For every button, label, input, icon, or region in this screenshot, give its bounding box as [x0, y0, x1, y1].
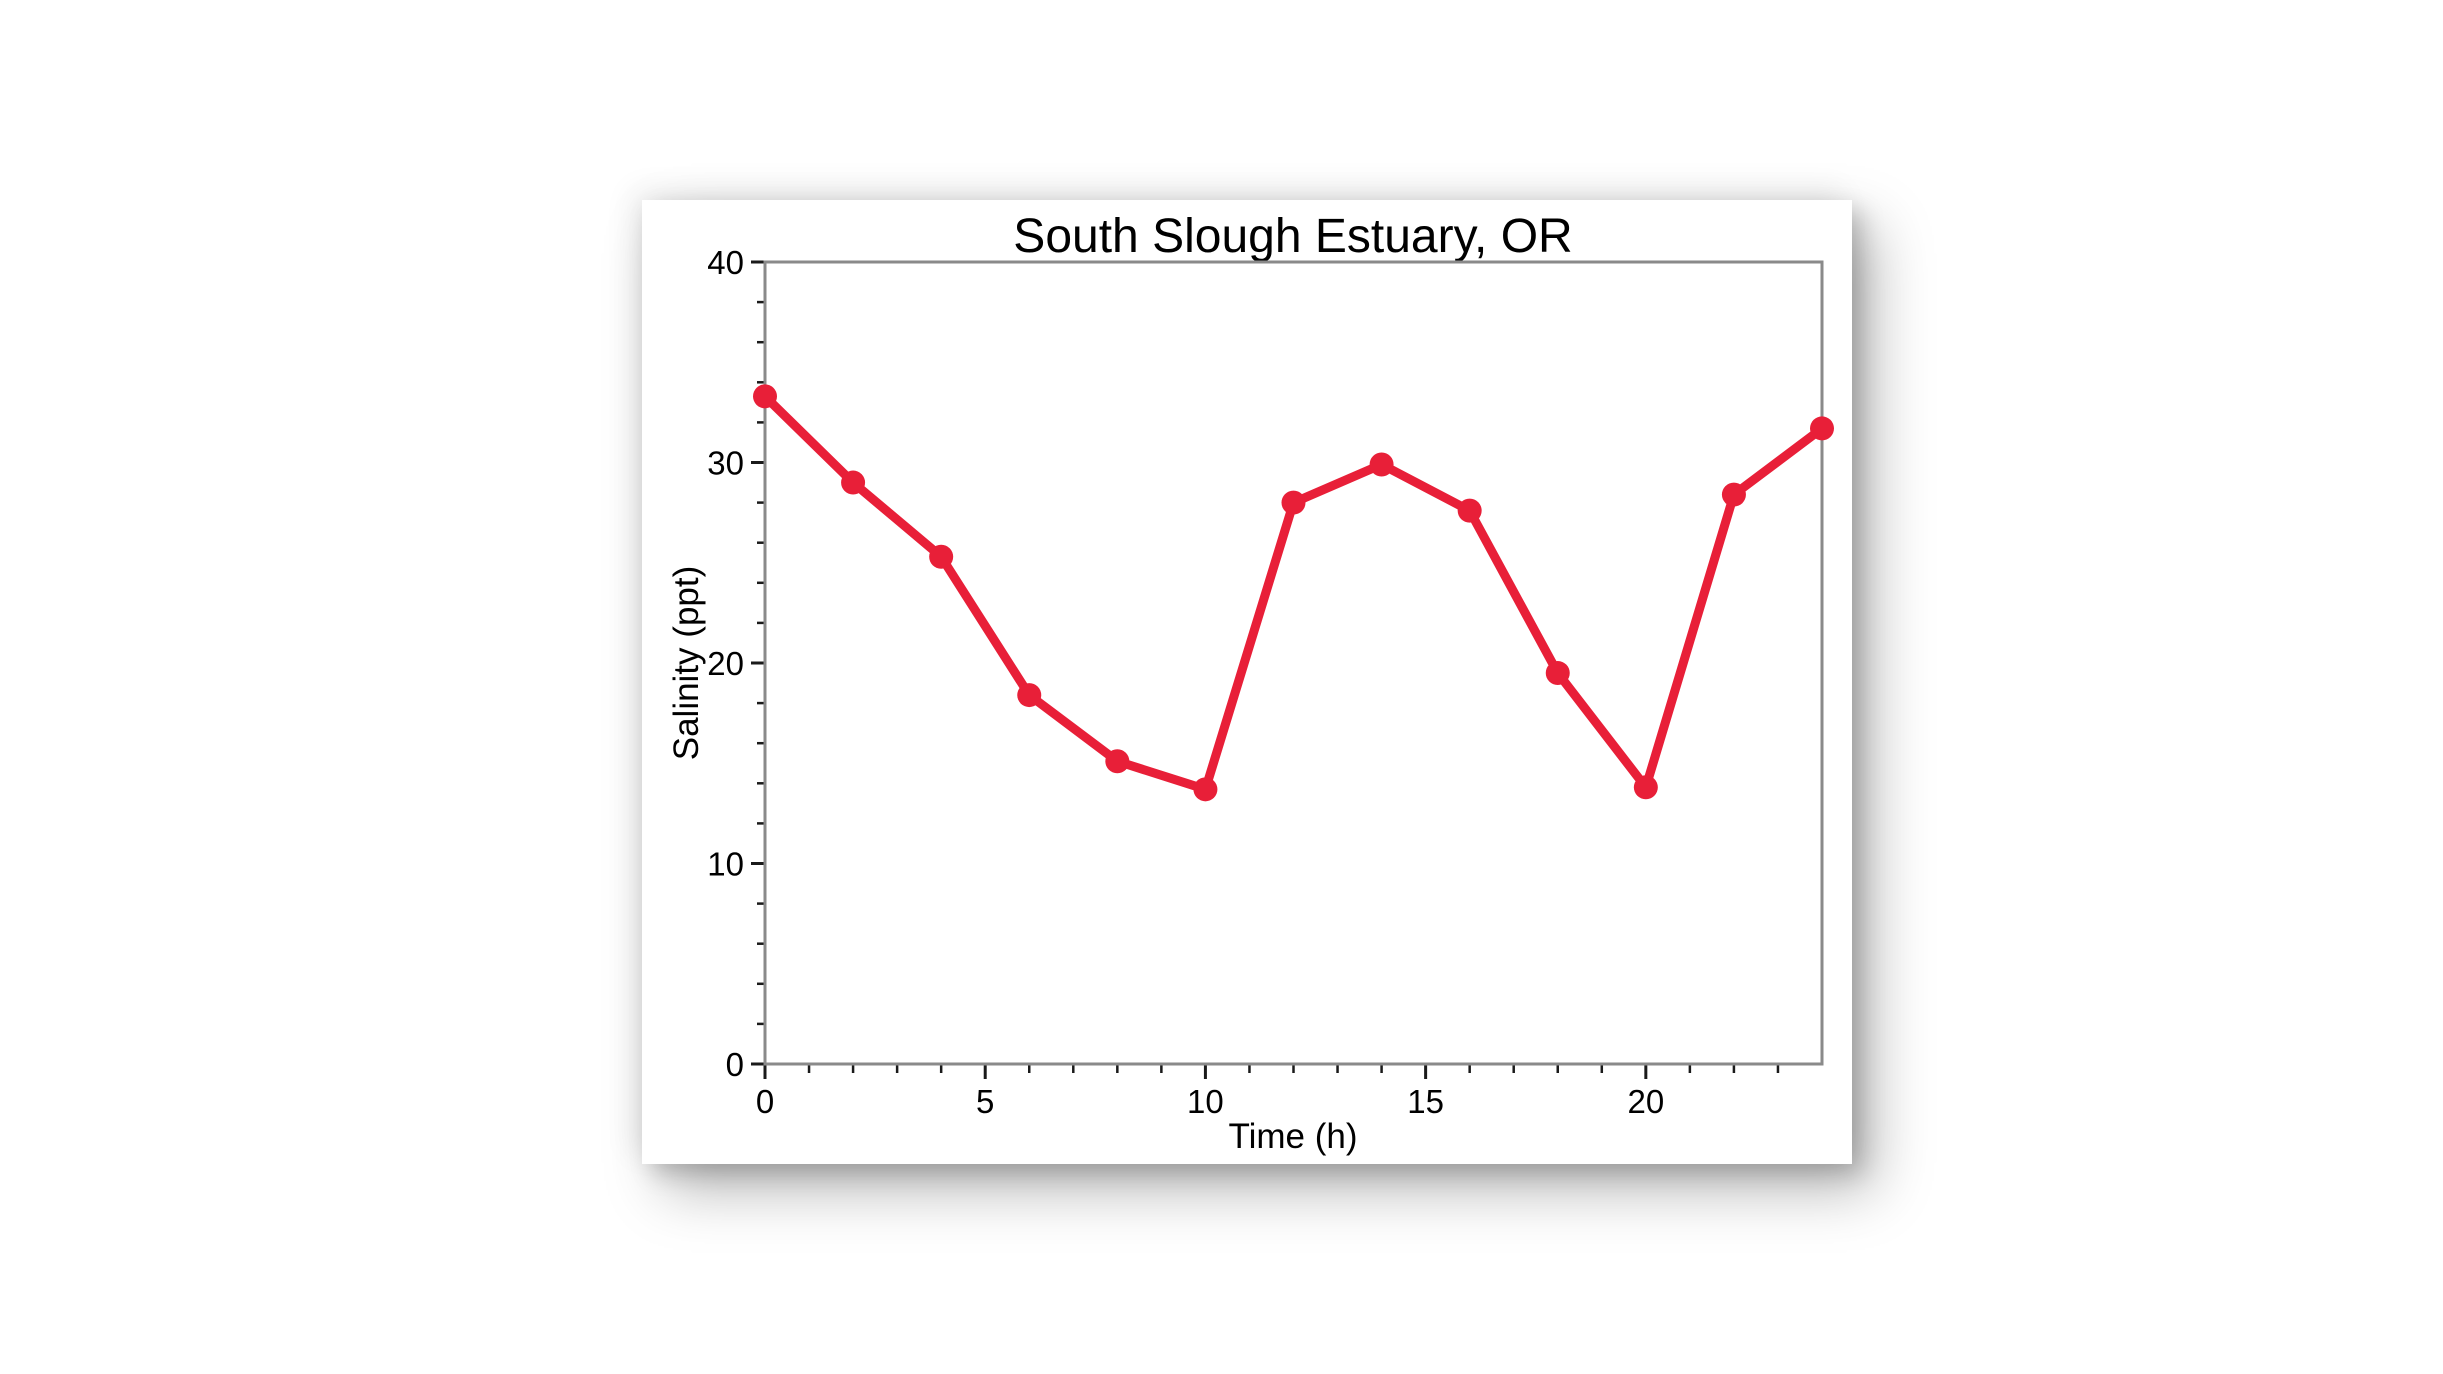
data-point — [1810, 416, 1834, 441]
chart-card: South Slough Estuary, OR 0 5 10 15 20 0 10 20 30… — [642, 200, 1852, 1164]
x-tick-label: 0 — [756, 1083, 774, 1120]
x-axis-label: Time (h) — [1229, 1117, 1358, 1156]
data-point — [841, 470, 866, 495]
data-point — [1369, 452, 1394, 477]
y-tick-label: 10 — [707, 846, 744, 883]
y-tick-label: 20 — [707, 645, 744, 682]
x-tick-label: 10 — [1187, 1083, 1224, 1120]
y-tick-label: 40 — [707, 244, 744, 281]
data-point — [1545, 661, 1570, 686]
data-point — [1633, 775, 1658, 800]
y-tick-label: 0 — [726, 1046, 744, 1083]
y-axis-label: Salinity (ppt) — [667, 566, 706, 761]
x-tick-label: 15 — [1407, 1083, 1444, 1120]
x-tick-label: 20 — [1627, 1083, 1664, 1120]
axes-layer: 0 5 10 15 20 0 10 20 30 40 — [707, 244, 1824, 1120]
data-series-layer — [753, 384, 1834, 802]
data-point — [1457, 498, 1482, 523]
data-point — [1193, 777, 1218, 802]
data-point — [929, 544, 954, 569]
data-point — [1721, 482, 1746, 507]
data-point — [753, 384, 777, 409]
chart-canvas: South Slough Estuary, OR 0 5 10 15 20 0 10 20 30… — [667, 210, 1834, 1156]
x-tick-label: 5 — [976, 1083, 994, 1120]
data-line — [760, 391, 1827, 794]
data-point — [1105, 749, 1130, 774]
data-point — [1281, 490, 1306, 515]
y-tick-label: 30 — [707, 445, 744, 482]
chart-title: South Slough Estuary, OR — [1013, 210, 1572, 263]
data-point — [1017, 683, 1042, 708]
plot-border — [763, 260, 1824, 1066]
